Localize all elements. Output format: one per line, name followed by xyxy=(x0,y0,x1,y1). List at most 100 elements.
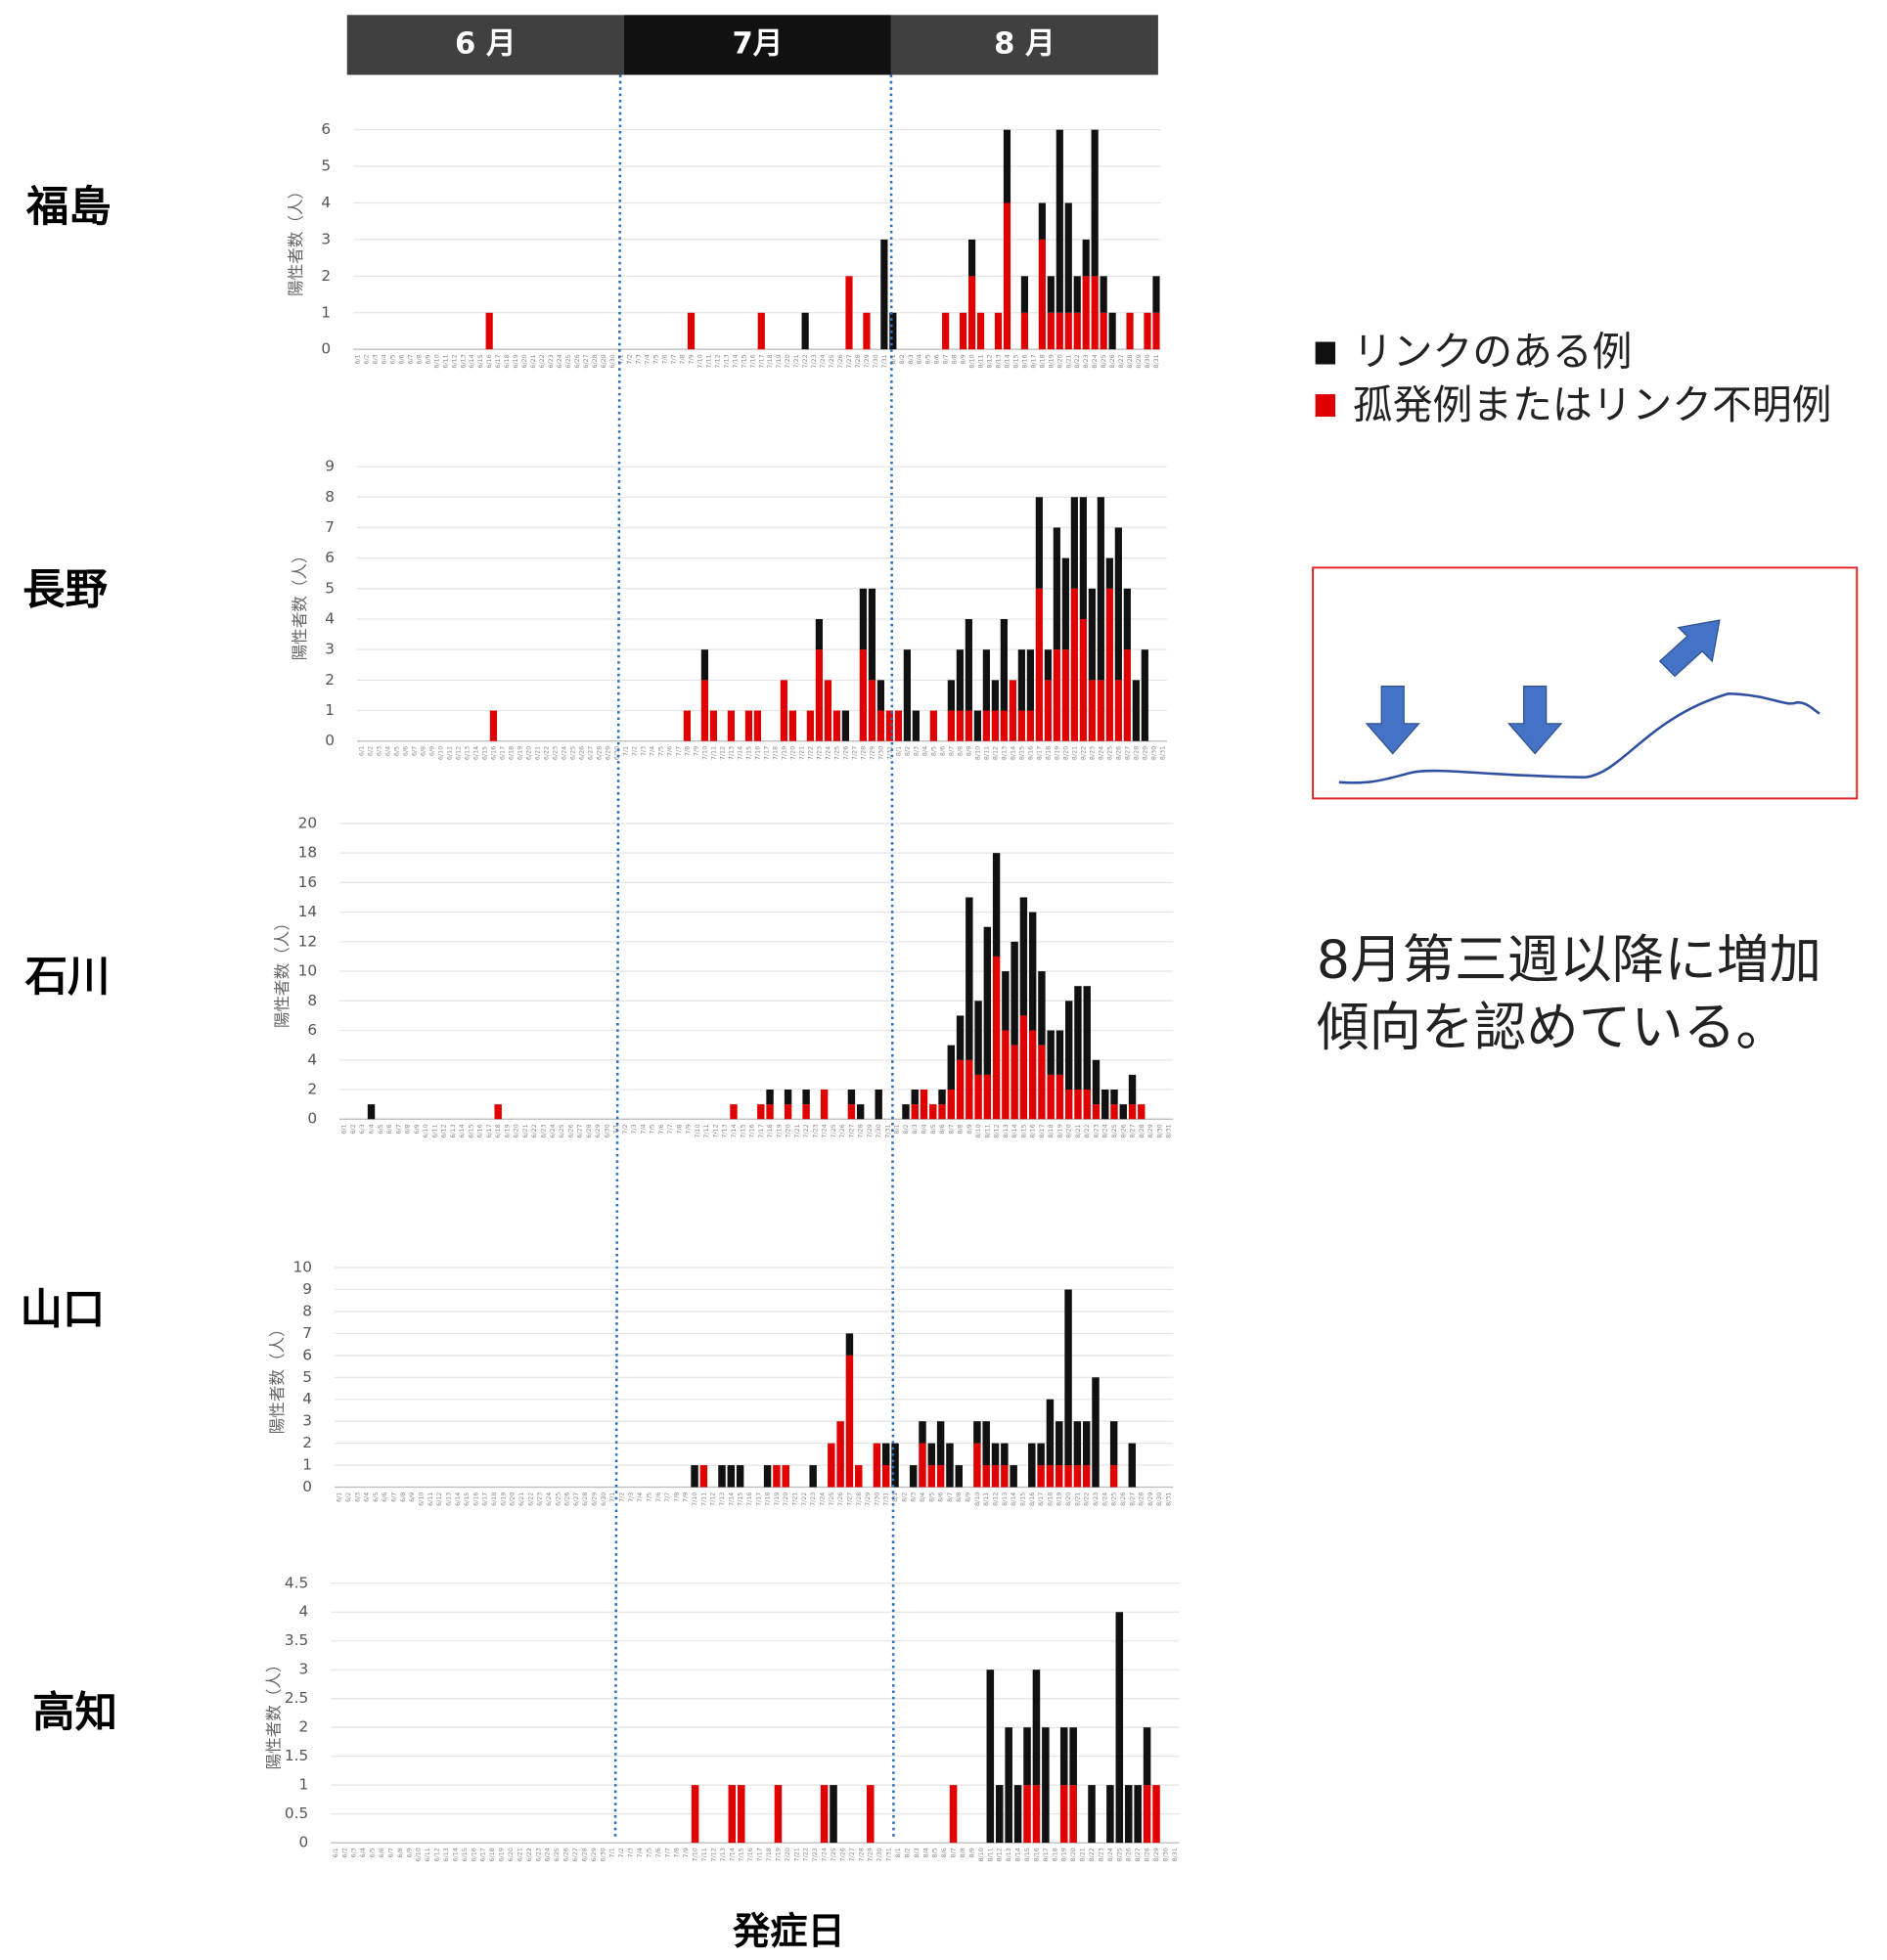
x-tick-label: 7/22 xyxy=(802,1124,810,1137)
bar-segment xyxy=(1027,711,1034,741)
y-tick-label: 3.5 xyxy=(285,1631,308,1649)
bar-segment xyxy=(1056,130,1063,313)
x-tick-label: 7/2 xyxy=(630,746,638,756)
bar-segment xyxy=(1048,276,1055,312)
x-tick-label: 8/10 xyxy=(974,1124,982,1137)
x-tick-label: 6/2 xyxy=(349,1124,357,1134)
x-tick-label: 8/26 xyxy=(1114,746,1122,760)
bar-segment xyxy=(1001,1444,1008,1465)
x-tick-label: 7/3 xyxy=(635,354,643,364)
bar-segment xyxy=(821,1090,828,1119)
x-tick-label: 8/30 xyxy=(1144,354,1151,368)
bar-segment xyxy=(1047,1075,1054,1119)
bar-segment xyxy=(1124,649,1131,741)
x-tick-label: 6/1 xyxy=(340,1124,348,1134)
x-tick-label: 8/25 xyxy=(1100,354,1107,368)
x-tick-label: 8/18 xyxy=(1038,354,1046,368)
bar-segment xyxy=(821,1785,829,1843)
x-tick-label: 6/13 xyxy=(463,746,471,760)
y-tick-label: 12 xyxy=(298,932,317,950)
bar-segment xyxy=(948,680,955,710)
bar-segment xyxy=(993,957,1000,1119)
x-tick-label: 6/3 xyxy=(358,1124,366,1134)
bar-segment xyxy=(880,240,887,349)
x-tick-label: 7/6 xyxy=(665,746,673,756)
y-tick-label: 2.5 xyxy=(285,1689,308,1707)
x-tick-label: 6/14 xyxy=(472,746,479,760)
x-tick-label: 6/8 xyxy=(415,354,423,364)
y-tick-label: 4 xyxy=(325,609,335,627)
x-tick-label: 8/2 xyxy=(902,1124,910,1134)
x-tick-label: 6/15 xyxy=(476,354,484,368)
x-tick-label: 6/3 xyxy=(372,354,380,364)
bar-segment xyxy=(802,1090,809,1104)
x-tick-label: 7/31 xyxy=(883,1124,891,1137)
x-tick-label: 8/19 xyxy=(1056,1124,1063,1137)
x-tick-label: 8/16 xyxy=(1029,1124,1037,1137)
y-tick-label: 8 xyxy=(302,1302,312,1319)
x-tick-label: 6/10 xyxy=(418,1492,426,1506)
bar-segment xyxy=(875,1090,881,1119)
x-tick-label: 6/29 xyxy=(604,746,611,760)
bar-segment xyxy=(1039,203,1046,240)
x-tick-label: 7/5 xyxy=(649,1124,656,1134)
x-tick-label: 7/16 xyxy=(746,1848,754,1861)
x-tick-label: 8/18 xyxy=(1046,1492,1054,1506)
x-tick-label: 8/13 xyxy=(1000,746,1008,760)
x-tick-label: 7/23 xyxy=(810,354,818,368)
x-tick-label: 6/23 xyxy=(534,1848,542,1861)
x-tick-label: 8/16 xyxy=(1026,746,1034,760)
bar-segment xyxy=(1074,1090,1081,1119)
x-tick-label: 6/17 xyxy=(494,354,502,368)
x-tick-label: 6/5 xyxy=(372,1492,380,1502)
x-axis-title: 発症日 xyxy=(733,1910,845,1954)
legend-swatch xyxy=(1316,394,1335,417)
bar-segment xyxy=(1001,1465,1008,1487)
x-tick-label: 6/26 xyxy=(563,1492,571,1506)
bar-segment xyxy=(1144,1785,1151,1843)
bar-segment xyxy=(992,680,999,710)
x-tick-label: 8/7 xyxy=(942,354,950,364)
x-tick-label: 6/28 xyxy=(585,1124,593,1137)
bar-segment xyxy=(1084,1090,1091,1119)
y-tick-label: 10 xyxy=(298,962,317,980)
bar-segment xyxy=(848,1090,855,1104)
bar-segment xyxy=(1080,619,1087,741)
bar-segment xyxy=(937,1421,944,1465)
x-tick-label: 7/14 xyxy=(736,746,743,760)
bar-segment xyxy=(1018,649,1025,710)
x-tick-label: 7/15 xyxy=(737,1492,744,1506)
x-tick-label: 6/11 xyxy=(424,1848,431,1861)
bar-segment xyxy=(983,711,990,741)
chart-title: 長野 xyxy=(22,565,108,614)
x-tick-label: 8/15 xyxy=(1017,746,1025,760)
x-tick-label: 6/15 xyxy=(480,746,488,760)
bar-segment xyxy=(782,1465,788,1487)
bar-segment xyxy=(1106,558,1113,589)
x-tick-label: 8/12 xyxy=(986,354,994,368)
x-tick-label: 7/27 xyxy=(847,1124,855,1137)
bar-segment xyxy=(789,711,796,741)
bar-segment xyxy=(1129,1104,1136,1119)
bar-segment xyxy=(930,711,937,741)
x-tick-label: 7/2 xyxy=(626,354,634,364)
x-tick-label: 8/21 xyxy=(1070,746,1078,760)
x-tick-label: 8/23 xyxy=(1088,746,1096,760)
x-tick-label: 7/9 xyxy=(682,1848,690,1857)
x-tick-label: 8/17 xyxy=(1038,1124,1046,1137)
bar-segment xyxy=(1110,1421,1117,1465)
x-tick-label: 6/19 xyxy=(499,1492,507,1506)
x-tick-label: 7/28 xyxy=(857,1848,865,1861)
x-tick-label: 7/16 xyxy=(748,1124,756,1137)
bar-segment xyxy=(1001,711,1008,741)
y-axis-title: 陽性者数（人） xyxy=(291,547,309,660)
bar-segment xyxy=(773,1465,780,1487)
bar-segment xyxy=(494,1104,501,1119)
x-tick-label: 6/15 xyxy=(463,1492,471,1506)
x-tick-label: 7/24 xyxy=(819,354,827,368)
bar-segment xyxy=(855,1465,862,1487)
x-tick-label: 7/18 xyxy=(766,1124,774,1137)
bar-segment xyxy=(1054,527,1060,649)
x-tick-label: 7/14 xyxy=(727,1492,735,1506)
x-tick-label: 7/21 xyxy=(793,1124,801,1137)
